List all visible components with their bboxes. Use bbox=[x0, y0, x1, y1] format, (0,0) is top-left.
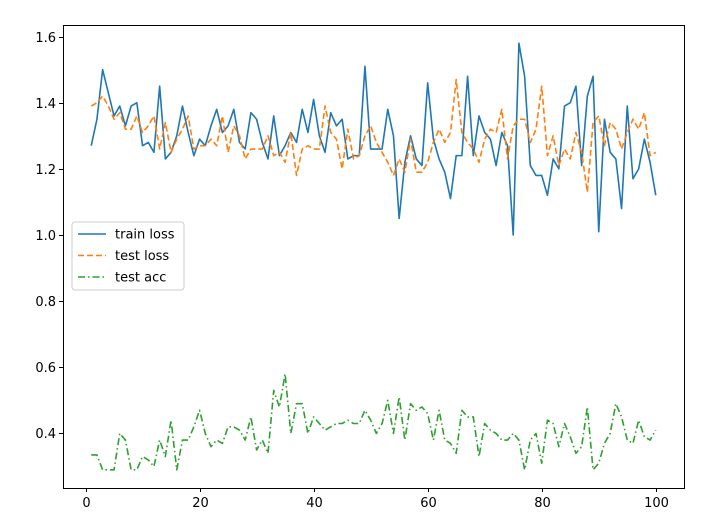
y-tick-label: 1.0 bbox=[35, 229, 56, 244]
series-layer bbox=[90, 42, 657, 471]
legend-box bbox=[71, 221, 185, 291]
y-tick-label: 0.8 bbox=[35, 295, 56, 310]
x-tick-label: 0 bbox=[82, 496, 90, 511]
x-axis: 0 20 40 60 80 100 bbox=[82, 488, 669, 511]
legend-label: train loss bbox=[115, 228, 175, 243]
plot-frame bbox=[63, 25, 685, 489]
y-tick-label: 1.2 bbox=[35, 163, 56, 178]
x-tick-label: 60 bbox=[420, 496, 437, 511]
legend: train loss test loss test acc bbox=[71, 221, 185, 291]
x-tick-label: 40 bbox=[306, 496, 323, 511]
x-tick-label: 100 bbox=[644, 496, 669, 511]
y-tick-label: 0.4 bbox=[35, 427, 56, 442]
y-axis: 0.4 0.6 0.8 1.0 1.2 1.4 1.6 bbox=[35, 31, 63, 442]
legend-label: test loss bbox=[115, 249, 169, 264]
series-line-test-acc bbox=[91, 373, 657, 471]
y-tick-label: 1.6 bbox=[35, 31, 56, 46]
y-tick-label: 0.6 bbox=[35, 361, 56, 376]
x-tick-label: 20 bbox=[192, 496, 209, 511]
legend-label: test acc bbox=[115, 271, 166, 286]
series-line-train-loss bbox=[90, 42, 657, 236]
x-tick-label: 80 bbox=[534, 496, 551, 511]
y-tick-label: 1.4 bbox=[35, 97, 56, 112]
